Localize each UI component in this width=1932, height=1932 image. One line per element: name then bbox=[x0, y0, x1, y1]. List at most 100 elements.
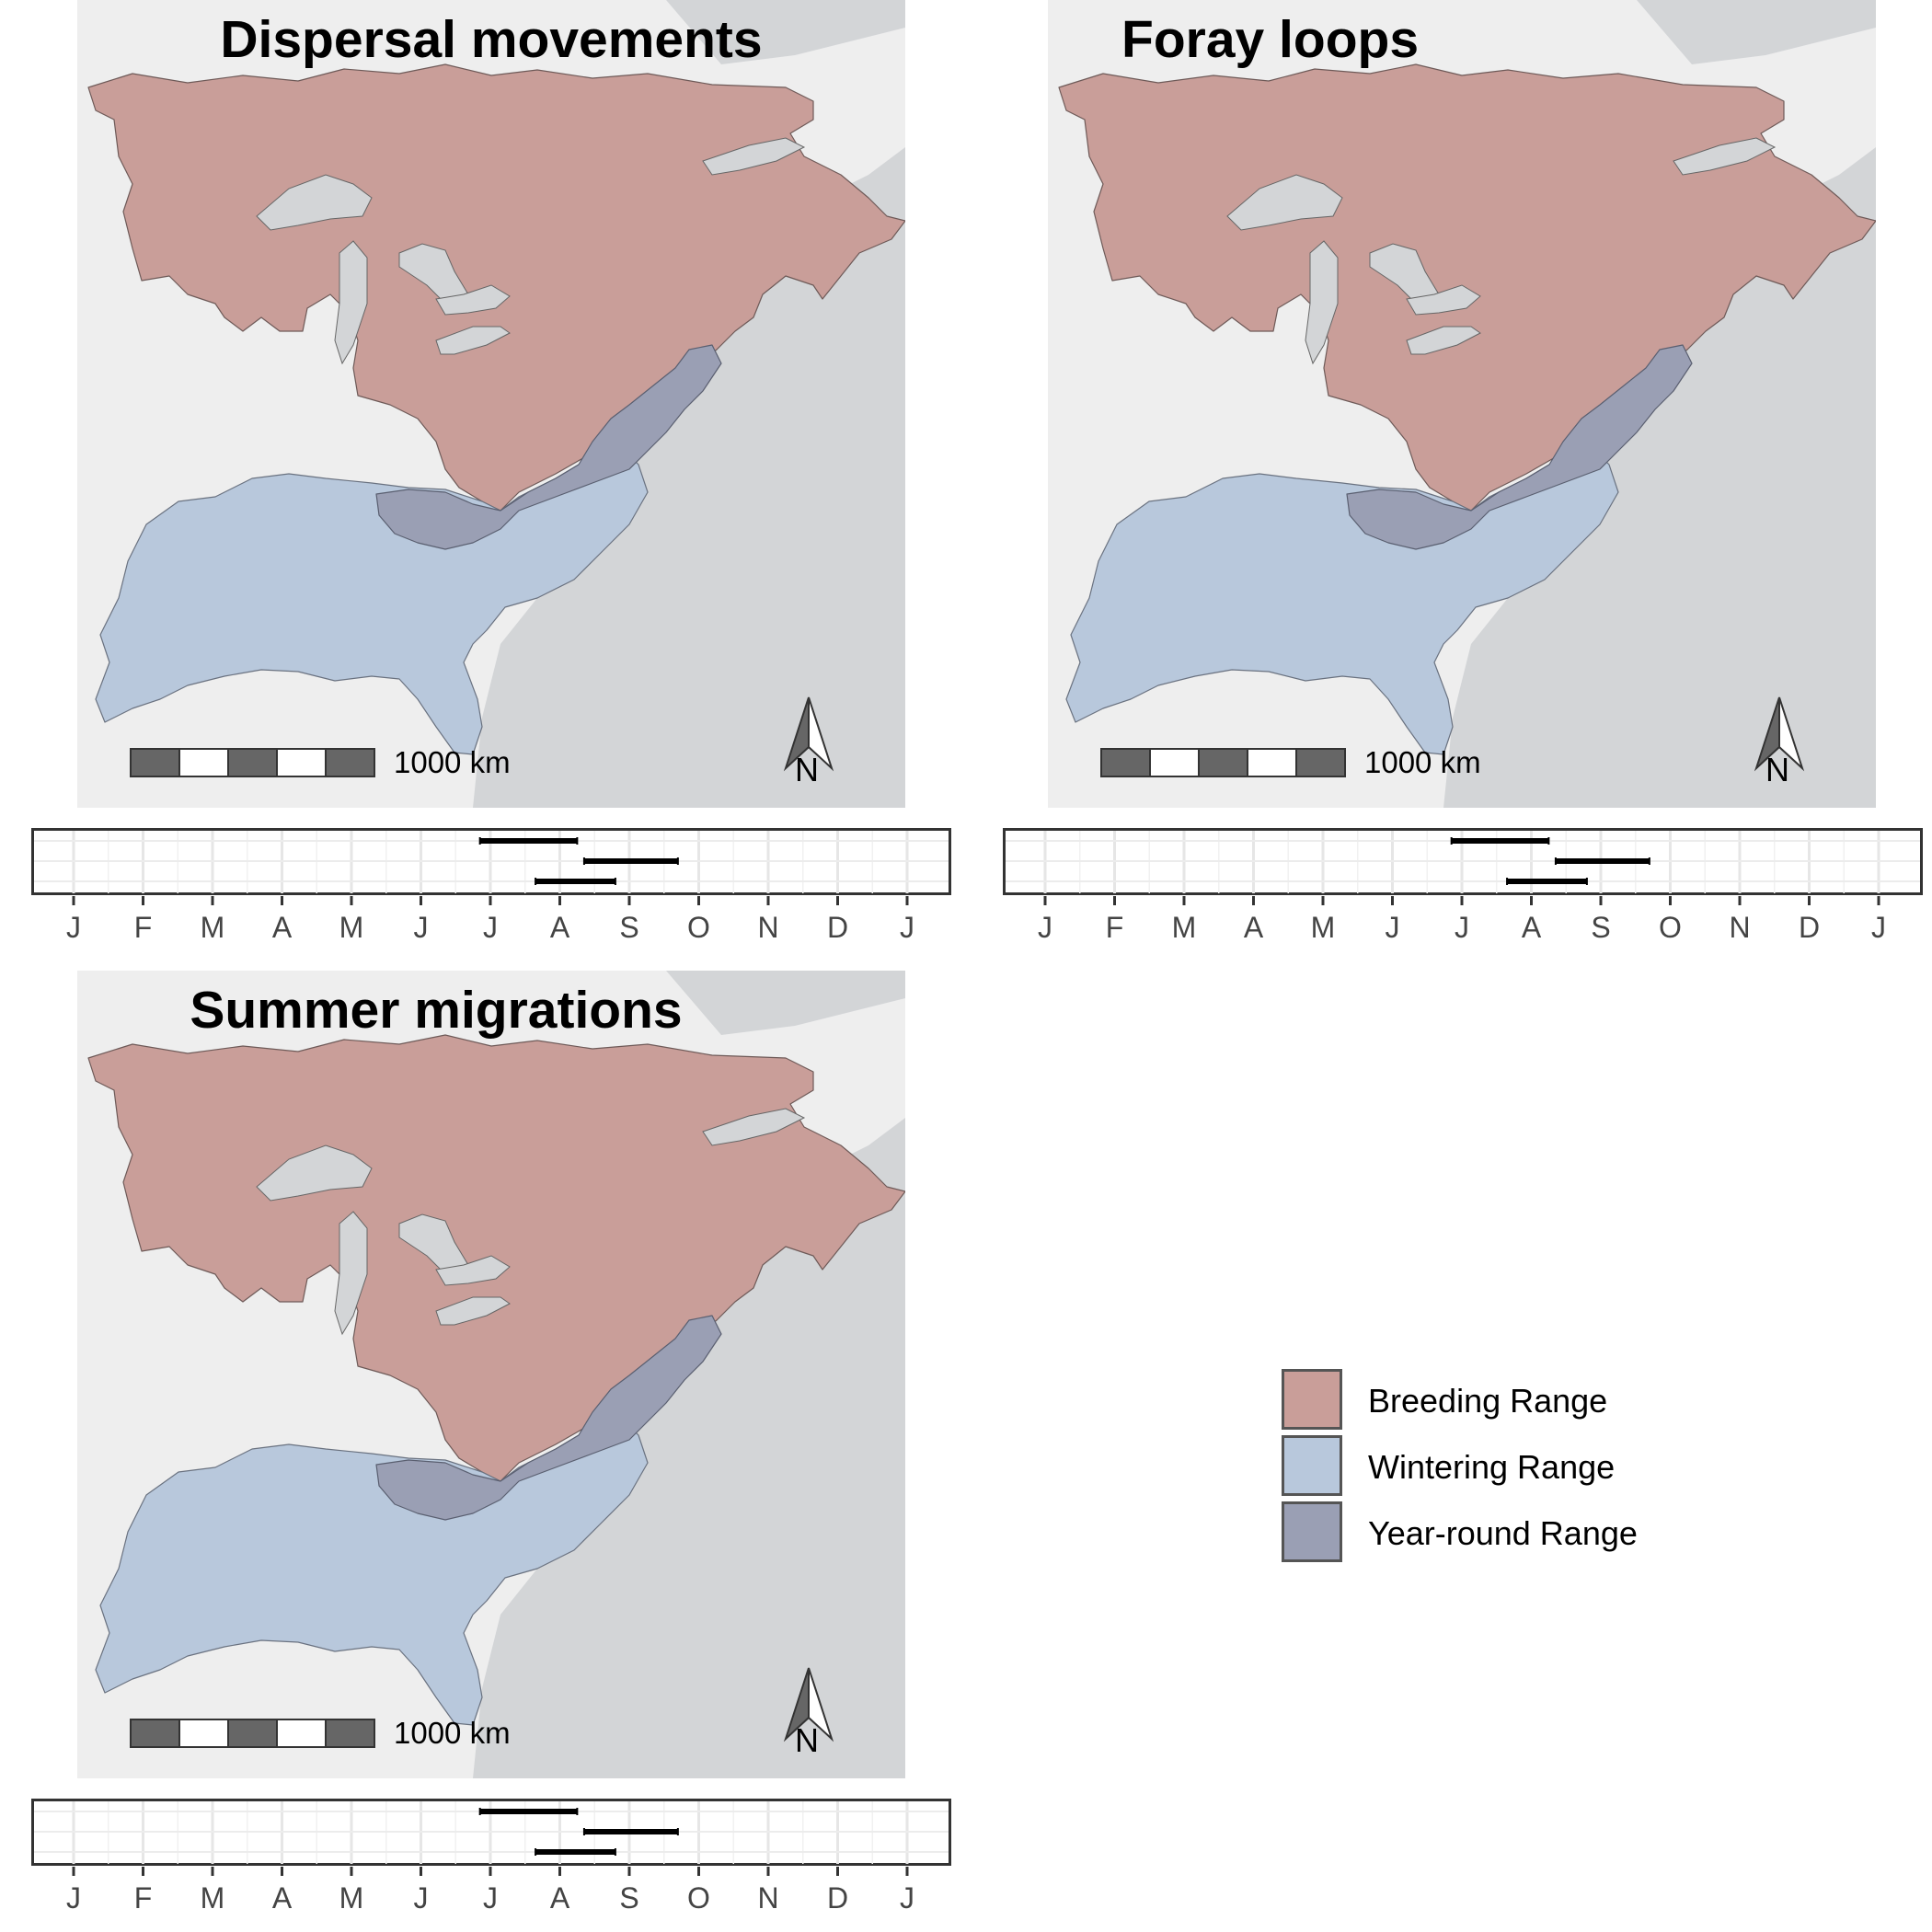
month-tick-label: M bbox=[200, 911, 225, 944]
legend-label: Wintering Range bbox=[1368, 1448, 1616, 1486]
legend-swatch-wintering bbox=[1282, 1435, 1342, 1496]
month-tick-label: A bbox=[271, 911, 293, 944]
month-tick-label: J bbox=[900, 911, 914, 944]
great-lake bbox=[334, 240, 368, 365]
map-title: Dispersal movements bbox=[220, 10, 763, 69]
month-tick-label: M bbox=[200, 1881, 225, 1915]
map-dispersal-movements: Dispersal movements 1000 km N bbox=[77, 0, 905, 808]
great-lake bbox=[435, 1296, 511, 1326]
timeline-axis bbox=[72, 1867, 909, 1876]
timeline-axis bbox=[72, 896, 909, 905]
month-tick-label: J bbox=[483, 1881, 498, 1915]
wintering-range bbox=[95, 1416, 649, 1726]
map-title: Summer migrations bbox=[190, 981, 683, 1040]
month-tick-label: F bbox=[1105, 911, 1124, 944]
month-tick-label: A bbox=[271, 1881, 293, 1915]
scale-bar-segment bbox=[1149, 748, 1200, 777]
month-tick-label: S bbox=[619, 911, 639, 944]
scale-bar-segment bbox=[227, 748, 278, 777]
wintering-range bbox=[1065, 445, 1619, 755]
scale-bar-segment bbox=[130, 1719, 180, 1748]
month-tick-label: M bbox=[1310, 911, 1336, 944]
scale-bar-segment bbox=[276, 748, 327, 777]
month-tick-label: F bbox=[133, 1881, 153, 1915]
month-tick-label: J bbox=[1871, 911, 1886, 944]
north-arrow-label: N bbox=[1765, 751, 1789, 788]
year-round-range bbox=[375, 1315, 722, 1521]
month-tick-label: J bbox=[66, 911, 81, 944]
scale-bar-label: 1000 km bbox=[394, 1716, 511, 1750]
month-tick-label: M bbox=[339, 911, 364, 944]
month-tick-label: N bbox=[1729, 911, 1751, 944]
north-arrow-icon bbox=[808, 696, 834, 772]
month-tick-label: D bbox=[826, 911, 849, 944]
timeline-plot bbox=[1003, 828, 1923, 895]
month-tick-label: S bbox=[1591, 911, 1611, 944]
range-map bbox=[77, 971, 905, 1778]
great-lake bbox=[702, 137, 806, 176]
north-arrow-label: N bbox=[795, 751, 819, 788]
great-lake bbox=[1673, 137, 1777, 176]
scale-bar-segment bbox=[1295, 748, 1346, 777]
month-tick-label: O bbox=[687, 911, 710, 944]
great-lake bbox=[702, 1108, 806, 1146]
month-tick-label: A bbox=[1243, 911, 1264, 944]
scale-bar-segment bbox=[227, 1719, 278, 1748]
scale-bar-segment bbox=[1100, 748, 1151, 777]
scale-bar-segment bbox=[178, 748, 229, 777]
great-lake bbox=[256, 174, 373, 231]
great-lake bbox=[256, 1144, 373, 1202]
legend-label: Breeding Range bbox=[1368, 1382, 1608, 1420]
month-tick-label: J bbox=[900, 1881, 914, 1915]
great-lake bbox=[435, 284, 511, 316]
timeline-axis bbox=[1043, 896, 1880, 905]
month-tick-label: M bbox=[1171, 911, 1197, 944]
map-foray-loops: Foray loops 1000 km N bbox=[1048, 0, 1876, 808]
timeline-plot bbox=[31, 828, 951, 895]
wintering-range bbox=[95, 445, 649, 755]
scale-bar-segment bbox=[325, 1719, 375, 1748]
month-tick-label: J bbox=[1038, 911, 1052, 944]
scale-bar-segment bbox=[1247, 748, 1297, 777]
legend-swatch-breeding bbox=[1282, 1369, 1342, 1430]
scale-bar-segment bbox=[325, 748, 375, 777]
legend-label: Year-round Range bbox=[1368, 1514, 1638, 1552]
range-map bbox=[1048, 0, 1876, 808]
map-title: Foray loops bbox=[1121, 10, 1420, 69]
great-lake bbox=[1406, 326, 1481, 355]
range-map bbox=[77, 0, 905, 808]
great-lake bbox=[1406, 284, 1481, 316]
north-arrow-icon bbox=[1778, 696, 1805, 772]
north-arrow-label: N bbox=[795, 1721, 819, 1759]
month-tick-label: J bbox=[1385, 911, 1400, 944]
map-summer-migrations: Summer migrations 1000 km N bbox=[77, 971, 905, 1778]
year-round-range bbox=[375, 344, 722, 550]
north-arrow-icon bbox=[808, 1667, 834, 1742]
month-tick-label: F bbox=[133, 911, 153, 944]
month-tick-label: J bbox=[1455, 911, 1469, 944]
month-tick-label: S bbox=[619, 1881, 639, 1915]
month-tick-label: M bbox=[339, 1881, 364, 1915]
month-tick-label: N bbox=[757, 1881, 779, 1915]
month-tick-label: D bbox=[1798, 911, 1821, 944]
timeline-plot bbox=[31, 1799, 951, 1866]
scale-bar-label: 1000 km bbox=[1364, 745, 1481, 779]
great-lake bbox=[1226, 174, 1343, 231]
scale-bar-segment bbox=[276, 1719, 327, 1748]
great-lake bbox=[334, 1211, 368, 1336]
month-tick-label: J bbox=[413, 1881, 429, 1915]
scale-bar-label: 1000 km bbox=[394, 745, 511, 779]
scale-bar-segment bbox=[178, 1719, 229, 1748]
month-tick-label: D bbox=[826, 1881, 849, 1915]
year-round-range bbox=[1346, 344, 1693, 550]
month-tick-label: J bbox=[483, 911, 498, 944]
month-tick-label: O bbox=[687, 1881, 710, 1915]
month-tick-label: A bbox=[549, 1881, 570, 1915]
great-lake bbox=[435, 326, 511, 355]
legend-swatch-yearround bbox=[1282, 1501, 1342, 1562]
scale-bar-segment bbox=[130, 748, 180, 777]
great-lake bbox=[1305, 240, 1339, 365]
